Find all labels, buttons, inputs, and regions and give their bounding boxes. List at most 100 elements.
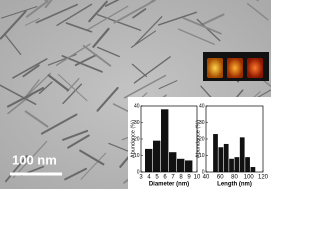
y-tick-label: 0 (137, 169, 140, 175)
x-axis-label: Diameter (nm) (149, 182, 189, 188)
rod (133, 56, 171, 84)
rod (40, 113, 78, 135)
rod (96, 86, 119, 112)
rod (86, 5, 129, 31)
x-tick-label: 10 (194, 175, 201, 181)
rod (82, 44, 112, 67)
y-tick-label: 20 (199, 136, 205, 142)
y-axis-label: Abundance (%) (130, 120, 136, 158)
rod (80, 152, 107, 180)
y-tick-label: 0 (202, 169, 205, 175)
x-tick-label: 80 (231, 175, 238, 181)
bar (245, 157, 250, 172)
vial (207, 58, 223, 78)
rod (0, 10, 27, 40)
bar (218, 147, 224, 172)
rod (131, 63, 148, 78)
bar (145, 148, 153, 172)
x-tick-label: 5 (155, 175, 159, 181)
x-tick-label: 4 (147, 175, 151, 181)
rod (56, 3, 93, 27)
x-axis-label: Length (nm) (217, 182, 252, 188)
rod (200, 13, 225, 26)
bar (153, 140, 161, 172)
x-tick-label: 100 (244, 175, 255, 181)
y-tick-label: 30 (134, 120, 140, 126)
vial (247, 58, 263, 78)
rod (96, 13, 142, 31)
bar (250, 167, 256, 172)
rod (113, 0, 156, 24)
rod (25, 0, 49, 18)
bar (213, 134, 218, 172)
rod (65, 22, 93, 33)
rod (24, 18, 40, 26)
rod (64, 167, 88, 181)
x-tick-label: 6 (163, 175, 167, 181)
rod (196, 18, 221, 42)
rod (157, 11, 198, 26)
rod (123, 74, 167, 99)
rod (12, 58, 48, 79)
rod (104, 0, 120, 7)
rod (158, 80, 178, 90)
scale-bar-label: 100 nm (12, 152, 57, 167)
rod (177, 28, 215, 45)
rod (130, 30, 157, 48)
rod (4, 33, 22, 55)
bar (234, 157, 240, 172)
rod (62, 129, 89, 141)
y-tick-label: 10 (199, 153, 205, 159)
y-tick-label: 40 (199, 103, 205, 109)
x-tick-label: 60 (217, 175, 224, 181)
rod (132, 8, 147, 19)
rod (134, 16, 163, 46)
bar (185, 160, 193, 172)
x-tick-label: 8 (179, 175, 183, 181)
vial-photo (203, 52, 269, 81)
rod (88, 0, 108, 23)
rod (38, 81, 53, 95)
rod (12, 140, 48, 179)
bar (177, 158, 185, 172)
rod (23, 79, 40, 99)
bar (169, 152, 177, 172)
y-axis-label: Abundance (%) (195, 120, 201, 158)
bar (161, 109, 169, 172)
rod (0, 6, 38, 19)
vial (227, 58, 243, 78)
bar (223, 143, 229, 172)
rod (4, 155, 28, 183)
rod (6, 87, 45, 108)
bar (239, 137, 245, 172)
x-tick-label: 40 (203, 175, 210, 181)
y-tick-label: 40 (134, 103, 140, 109)
rod (47, 74, 70, 92)
rod (67, 134, 90, 149)
rod (35, 3, 78, 24)
x-tick-label: 9 (187, 175, 191, 181)
rod (182, 17, 222, 35)
rod (96, 46, 120, 58)
rod (57, 73, 88, 102)
inset-panel (128, 97, 271, 189)
y-tick-label: 20 (134, 136, 140, 142)
rod (55, 43, 91, 66)
rod (66, 77, 80, 92)
x-tick-label: 3 (139, 175, 143, 181)
y-tick-label: 30 (199, 120, 205, 126)
rod (24, 110, 49, 128)
rod (0, 84, 37, 105)
rod (22, 64, 40, 78)
x-tick-label: 120 (258, 175, 269, 181)
rod (28, 72, 52, 95)
rod (79, 149, 105, 166)
rod (61, 55, 103, 73)
rod (74, 54, 98, 67)
y-tick-label: 10 (134, 153, 140, 159)
rod (62, 83, 83, 105)
rod (7, 93, 33, 115)
rod (44, 0, 53, 9)
bar (229, 158, 234, 172)
